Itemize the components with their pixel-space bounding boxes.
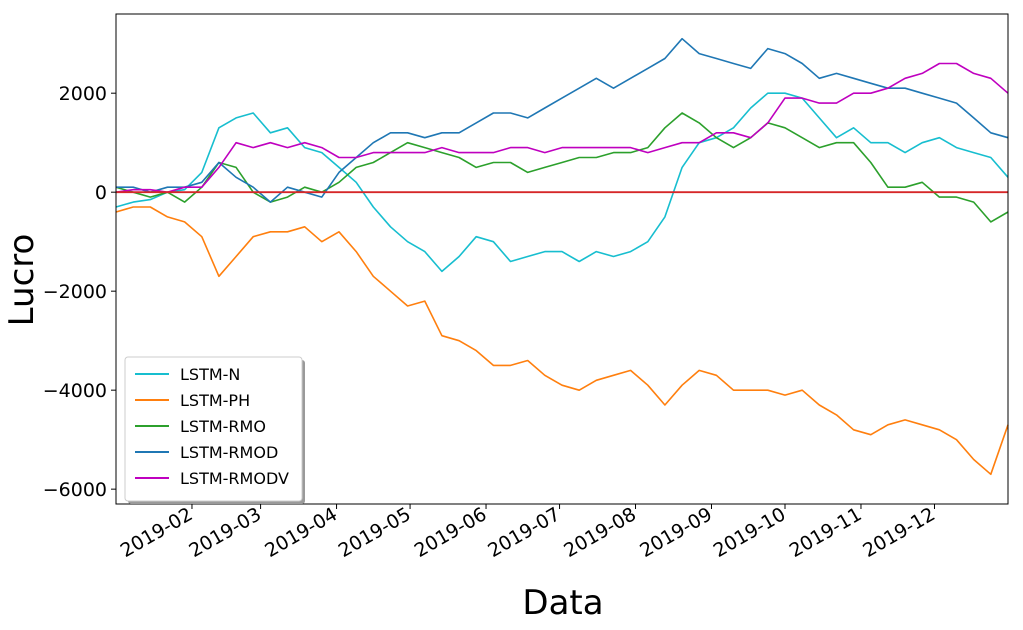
plot-frame (115, 13, 1009, 505)
series-line-lstm-rmodv (115, 62, 1009, 193)
legend-label: LSTM-RMO (180, 417, 266, 436)
plot-lines (115, 37, 1009, 476)
legend-label: LSTM-PH (180, 391, 250, 410)
legend: LSTM-N LSTM-PH LSTM-RMO LSTM-RMOD LSTM-RMODV (124, 356, 305, 504)
series-line-lstm-ph (115, 206, 1009, 476)
x-tick-label: 2019-04 (261, 503, 341, 562)
x-tick-label: 2019-11 (786, 503, 866, 562)
y-tick-label: −2000 (43, 281, 107, 303)
y-tick-label: −4000 (43, 380, 107, 402)
x-tick-label: 2019-02 (117, 503, 197, 562)
x-tick-label: 2019-05 (335, 503, 415, 562)
x-tick-label: 2019-12 (859, 503, 939, 562)
y-tick-label: 2000 (59, 83, 107, 105)
y-tick-label: 0 (95, 182, 107, 204)
x-tick-label: 2019-03 (185, 503, 265, 562)
y-tick-label: −6000 (43, 479, 107, 501)
x-tick-label: 2019-08 (560, 503, 640, 562)
x-tick-label: 2019-09 (636, 503, 716, 562)
y-axis: −6000 −4000 −2000 0 2000 (43, 83, 116, 501)
legend-label: LSTM-RMODV (180, 469, 289, 488)
x-axis: 2019-022019-032019-042019-052019-062019-… (117, 503, 939, 562)
series-line-lstm-rmo (115, 112, 1009, 223)
x-tick-label: 2019-06 (411, 503, 491, 562)
y-axis-title: Lucro (2, 234, 42, 327)
series-line-lstm-rmod (116, 37, 1009, 203)
x-tick-label: 2019-10 (710, 503, 790, 562)
x-axis-title: Data (522, 583, 603, 623)
series-line-lstm-n (115, 92, 1009, 273)
legend-label: LSTM-N (180, 365, 240, 384)
x-tick-label: 2019-07 (484, 503, 564, 562)
legend-box (124, 356, 303, 502)
legend-label: LSTM-RMOD (180, 443, 278, 462)
